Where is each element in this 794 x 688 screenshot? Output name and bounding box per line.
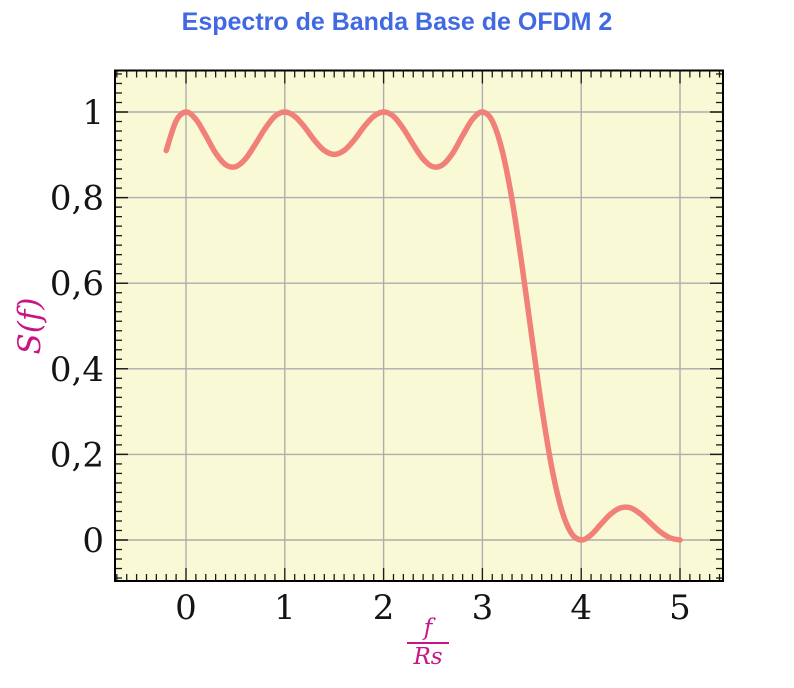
x-tick-label: 4 — [570, 588, 592, 628]
x-tick-label: 1 — [274, 588, 296, 628]
y-tick-label: 0 — [82, 521, 104, 561]
x-tick-label: 0 — [175, 588, 197, 628]
x-tick-label: 3 — [472, 588, 494, 628]
y-tick-label: 0,4 — [50, 350, 104, 390]
chart-title: Espectro de Banda Base de OFDM 2 — [181, 8, 613, 36]
plot-frame — [114, 69, 724, 582]
x-axis-label-denominator: Rs — [413, 644, 443, 670]
y-tick-label: 0,8 — [50, 179, 104, 219]
y-tick-label: 0,6 — [50, 264, 104, 304]
x-axis-label: f Rs — [396, 615, 460, 671]
spectrum-curve — [163, 109, 683, 543]
x-tick-label: 2 — [373, 588, 395, 628]
plot-background — [115, 70, 723, 581]
x-tick-label: 5 — [669, 588, 691, 628]
y-axis-label: S(f) — [12, 297, 48, 355]
y-tick-label: 0,2 — [50, 435, 104, 475]
y-tick-label: 1 — [82, 93, 104, 133]
x-axis-label-numerator: f — [407, 615, 449, 644]
